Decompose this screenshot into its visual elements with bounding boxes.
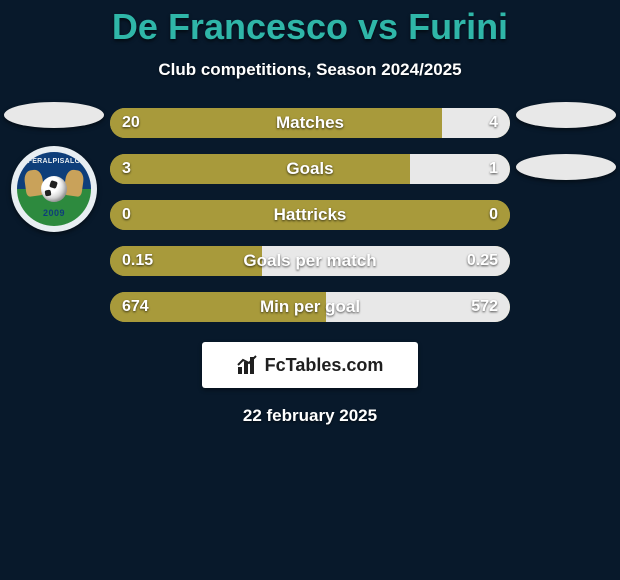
crest-inner: FERALPISALÒ 2009	[17, 152, 91, 226]
stat-bars: 204Matches 31Goals 00Hattricks 0.150.25Goal…	[110, 108, 510, 338]
player-right-column	[516, 100, 616, 180]
date-text: 22 february 2025	[0, 406, 620, 426]
player-left-column: FERALPISALÒ 2009	[4, 100, 104, 232]
stat-row: 0.150.25Goals per match	[110, 246, 510, 276]
brand-suffix: Tables.com	[286, 355, 384, 375]
player-right-ellipse-2	[516, 154, 616, 180]
comparison-card: De Francesco vs Furini Club competitions…	[0, 0, 620, 580]
stat-bar-left	[110, 154, 410, 184]
stat-bar-left	[110, 200, 510, 230]
page-subtitle: Club competitions, Season 2024/2025	[0, 60, 620, 80]
brand-text: FcTables.com	[265, 355, 384, 376]
brand-box: FcTables.com	[202, 342, 418, 388]
crest-top-text: FERALPISALÒ	[17, 158, 91, 165]
stat-bar-right	[262, 246, 510, 276]
stat-bar-right	[410, 154, 510, 184]
stats-area: FERALPISALÒ 2009 204Matches 31Goals 00Hatt…	[0, 108, 620, 328]
stat-row: 674572Min per goal	[110, 292, 510, 322]
crest-ball-icon	[41, 176, 67, 202]
crest-year: 2009	[17, 208, 91, 218]
chart-icon	[237, 355, 259, 375]
player-left-ellipse	[4, 102, 104, 128]
stat-row: 00Hattricks	[110, 200, 510, 230]
crest-lion-right	[63, 169, 84, 197]
brand-prefix: Fc	[265, 355, 286, 375]
stat-bar-right	[442, 108, 510, 138]
stat-bar-right	[326, 292, 510, 322]
stat-bar-left	[110, 246, 262, 276]
player-left-crest: FERALPISALÒ 2009	[11, 146, 97, 232]
stat-bar-left	[110, 108, 442, 138]
stat-row: 204Matches	[110, 108, 510, 138]
stat-row: 31Goals	[110, 154, 510, 184]
stat-bar-left	[110, 292, 326, 322]
page-title: De Francesco vs Furini	[0, 0, 620, 48]
player-right-ellipse-1	[516, 102, 616, 128]
